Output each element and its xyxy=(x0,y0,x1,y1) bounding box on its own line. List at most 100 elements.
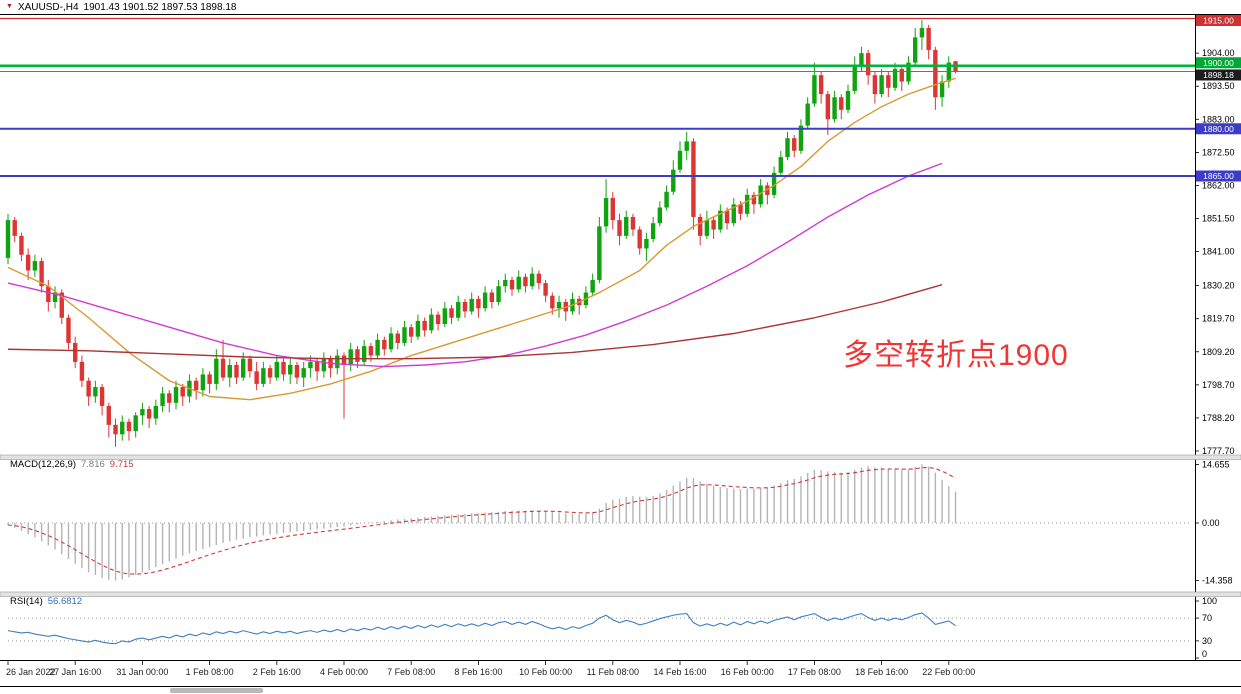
time-axis-label: 27 Jan 16:00 xyxy=(49,667,101,677)
price-axis-badge xyxy=(1196,57,1241,69)
candle-body xyxy=(462,302,468,312)
candle-body xyxy=(516,276,521,290)
candle-body xyxy=(113,424,118,435)
price-axis-label: 1893.50 xyxy=(1202,81,1235,91)
time-axis-label: 26 Jan 2022 xyxy=(6,667,56,677)
candle-body xyxy=(697,216,703,236)
candle-body xyxy=(489,292,495,303)
candle-body xyxy=(886,75,891,88)
panel-splitter[interactable] xyxy=(0,591,1241,597)
symbol-period-label: XAUUSD-,H4 xyxy=(17,1,79,13)
price-axis-badge-label: 1880.00 xyxy=(1203,124,1234,134)
macd-indicator-label[interactable]: MACD(12,26,9) 7.816 9.715 xyxy=(10,459,134,470)
candle-body xyxy=(86,380,91,397)
candle-body xyxy=(382,339,387,350)
macd-axis-label: 0.00 xyxy=(1202,518,1220,528)
candle-body xyxy=(933,50,938,98)
candle-body xyxy=(39,261,44,287)
candle-body xyxy=(899,68,904,82)
candle-body xyxy=(180,387,185,397)
candle-body xyxy=(509,279,515,290)
candle-body xyxy=(536,273,542,284)
horizontal-scrollbar-thumb[interactable] xyxy=(170,688,263,693)
candle-body xyxy=(792,138,797,151)
candle-body xyxy=(610,198,615,221)
candle-body xyxy=(845,90,851,110)
candle-body xyxy=(818,75,824,95)
candle-body xyxy=(812,75,817,104)
candle-body xyxy=(677,150,683,170)
candle-body xyxy=(442,308,447,325)
candle-body xyxy=(388,333,394,350)
candle-body xyxy=(133,415,138,432)
candle-body xyxy=(637,229,642,249)
macd-main-value: 7.816 xyxy=(81,459,105,470)
chart-annotation-text[interactable]: 多空转折点1900 xyxy=(843,339,1069,372)
rsi-title: RSI(14) xyxy=(10,596,43,607)
candle-body xyxy=(348,349,353,366)
candle-body xyxy=(496,286,501,303)
candle-body xyxy=(73,342,78,362)
candle-body xyxy=(435,314,441,325)
time-axis-label: 17 Feb 08:00 xyxy=(788,667,841,677)
candle-body xyxy=(200,374,206,391)
time-axis-label: 10 Feb 00:00 xyxy=(519,667,572,677)
symbol-dropdown-icon[interactable]: ▼ xyxy=(6,3,13,10)
candle-body xyxy=(281,361,286,375)
time-axis-label: 7 Feb 08:00 xyxy=(387,667,435,677)
candle-body xyxy=(409,327,414,337)
price-axis-label: 1788.20 xyxy=(1202,413,1235,423)
candle-body xyxy=(456,302,461,318)
candle-body xyxy=(25,254,31,271)
price-axis-badge-label: 1898.18 xyxy=(1203,70,1234,80)
candle-body xyxy=(193,380,199,391)
candle-body xyxy=(308,361,313,369)
candle-body xyxy=(711,220,716,230)
price-axis-badge xyxy=(1196,15,1241,26)
candle-body xyxy=(852,65,857,91)
candle-body xyxy=(335,355,340,369)
macd-title: MACD(12,26,9) xyxy=(10,459,76,470)
candle-body xyxy=(32,261,38,271)
candle-body xyxy=(314,361,320,372)
rsi-indicator-label[interactable]: RSI(14) 56.6812 xyxy=(10,596,82,607)
candle-body xyxy=(241,358,246,378)
candle-body xyxy=(120,421,125,435)
candle-body xyxy=(859,53,864,66)
candle-body xyxy=(745,194,750,214)
candle-body xyxy=(267,368,273,378)
candle-body xyxy=(892,68,898,88)
candle-body xyxy=(106,405,111,425)
time-axis-label: 31 Jan 00:00 xyxy=(116,667,168,677)
candle-body xyxy=(718,210,723,230)
candle-body xyxy=(731,204,736,224)
candle-body xyxy=(254,371,259,384)
candle-body xyxy=(368,346,374,356)
rsi-axis-label: 70 xyxy=(1202,613,1212,623)
candle-body xyxy=(234,365,239,378)
candle-body xyxy=(66,317,71,343)
candle-body xyxy=(247,358,253,372)
candle-body xyxy=(738,204,743,214)
candle-body xyxy=(550,295,555,309)
candle-body xyxy=(617,220,622,236)
macd-axis-label: -14.358 xyxy=(1202,575,1233,585)
candle-body xyxy=(153,405,159,419)
candle-body xyxy=(361,346,367,362)
candle-body xyxy=(778,157,783,173)
candle-body xyxy=(422,320,427,331)
candle-body xyxy=(482,292,488,309)
candle-body xyxy=(59,292,64,318)
panel-splitter[interactable] xyxy=(0,454,1241,460)
candle-body xyxy=(288,365,293,375)
candle-body xyxy=(402,327,407,343)
candle-body xyxy=(805,103,810,126)
candle-body xyxy=(469,298,474,312)
ohlc-values: 1901.43 1901.52 1897.53 1898.18 xyxy=(83,1,237,13)
time-axis-label: 16 Feb 00:00 xyxy=(721,667,774,677)
time-axis-label: 4 Feb 00:00 xyxy=(320,667,368,677)
price-axis-label: 1798.70 xyxy=(1202,380,1235,390)
time-axis-label: 18 Feb 16:00 xyxy=(855,667,908,677)
